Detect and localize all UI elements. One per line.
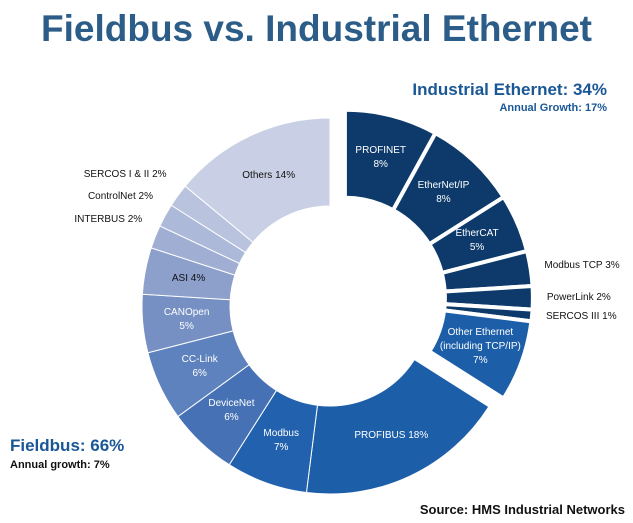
source: Source: HMS Industrial Networks bbox=[419, 502, 625, 517]
slice bbox=[305, 358, 490, 495]
slice-label: EtherCAT 5% bbox=[427, 227, 527, 255]
slice-name: EtherNet/IP bbox=[417, 179, 470, 191]
slice-value: 5% bbox=[179, 320, 194, 332]
slice bbox=[426, 308, 534, 402]
slice-label: PROFIBUS 18% bbox=[341, 429, 441, 443]
group-note: Annual growth: 7% bbox=[10, 459, 110, 471]
slice-value: 8% bbox=[436, 193, 451, 205]
slice-name: PROFIBUS bbox=[354, 430, 406, 442]
slice-name: SERCOS III bbox=[546, 310, 600, 322]
slice-name: EtherCAT bbox=[455, 227, 499, 239]
slice-value: 2% bbox=[127, 213, 143, 225]
slice-name: Other Ethernet (including TCP/IP) bbox=[439, 326, 521, 352]
slice-name: ASI bbox=[171, 273, 188, 285]
slice-label: Modbus TCP 3% bbox=[544, 259, 619, 273]
slice-value: 7% bbox=[273, 442, 289, 454]
group-label: Fieldbus: 66% bbox=[10, 436, 125, 455]
slice-name: ControlNet bbox=[87, 190, 136, 202]
slice-name: PROFINET bbox=[355, 145, 406, 157]
slice-label: INTERBUS 2% bbox=[74, 213, 142, 227]
slice-name: PowerLink bbox=[546, 291, 594, 303]
slice-label: CANOpen 5% bbox=[137, 306, 237, 334]
slice-value: 2% bbox=[152, 169, 167, 181]
slice-label: PROFINET 8% bbox=[331, 144, 431, 172]
slice-value: 4% bbox=[190, 273, 206, 285]
slice-label: CC-Link 6% bbox=[150, 353, 250, 381]
slice-label: DeviceNet 6% bbox=[181, 397, 281, 425]
slice-label: SERCOS I & II 2% bbox=[84, 168, 167, 182]
slice-value: 3% bbox=[605, 260, 620, 272]
slice-value: 7% bbox=[473, 354, 488, 366]
slice-name: Others bbox=[242, 169, 273, 181]
slice-label: Modbus 7% bbox=[231, 427, 331, 455]
slice-name: SERCOS I & II bbox=[83, 169, 150, 181]
slice-name: CANOpen bbox=[163, 306, 210, 318]
slice-value: 2% bbox=[596, 291, 611, 303]
slice-name: Modbus bbox=[263, 428, 299, 440]
slice-name: Modbus TCP bbox=[544, 260, 603, 272]
slice-label: PowerLink 2% bbox=[547, 291, 611, 305]
slice-label: ASI 4% bbox=[139, 272, 239, 286]
slice-value: 6% bbox=[192, 368, 207, 380]
slice-label: SERCOS III 1% bbox=[546, 310, 617, 324]
slice-value: 18% bbox=[408, 430, 429, 442]
slice-label: EtherNet/IP 8% bbox=[393, 179, 493, 207]
slice-label: Other Ethernet (including TCP/IP) 7% bbox=[435, 326, 525, 368]
slice-value: 8% bbox=[373, 159, 388, 171]
group-note: Annual Growth: 17% bbox=[499, 102, 607, 114]
slice-name: INTERBUS bbox=[74, 213, 125, 225]
chart-title: Fieldbus vs. Industrial Ethernet bbox=[41, 8, 592, 49]
slice-name: DeviceNet bbox=[208, 397, 255, 409]
slice-value: 2% bbox=[138, 190, 153, 202]
slice-value: 14% bbox=[275, 169, 296, 181]
slice-value: 6% bbox=[224, 411, 239, 423]
group-label: Industrial Ethernet: 34% bbox=[412, 80, 607, 99]
slice bbox=[184, 117, 331, 243]
slice-name: CC-Link bbox=[181, 354, 218, 366]
slice-label: ControlNet 2% bbox=[88, 190, 153, 204]
slice-value: 1% bbox=[602, 310, 617, 322]
slice-label: Others 14% bbox=[219, 169, 319, 183]
slice-value: 5% bbox=[469, 241, 485, 253]
